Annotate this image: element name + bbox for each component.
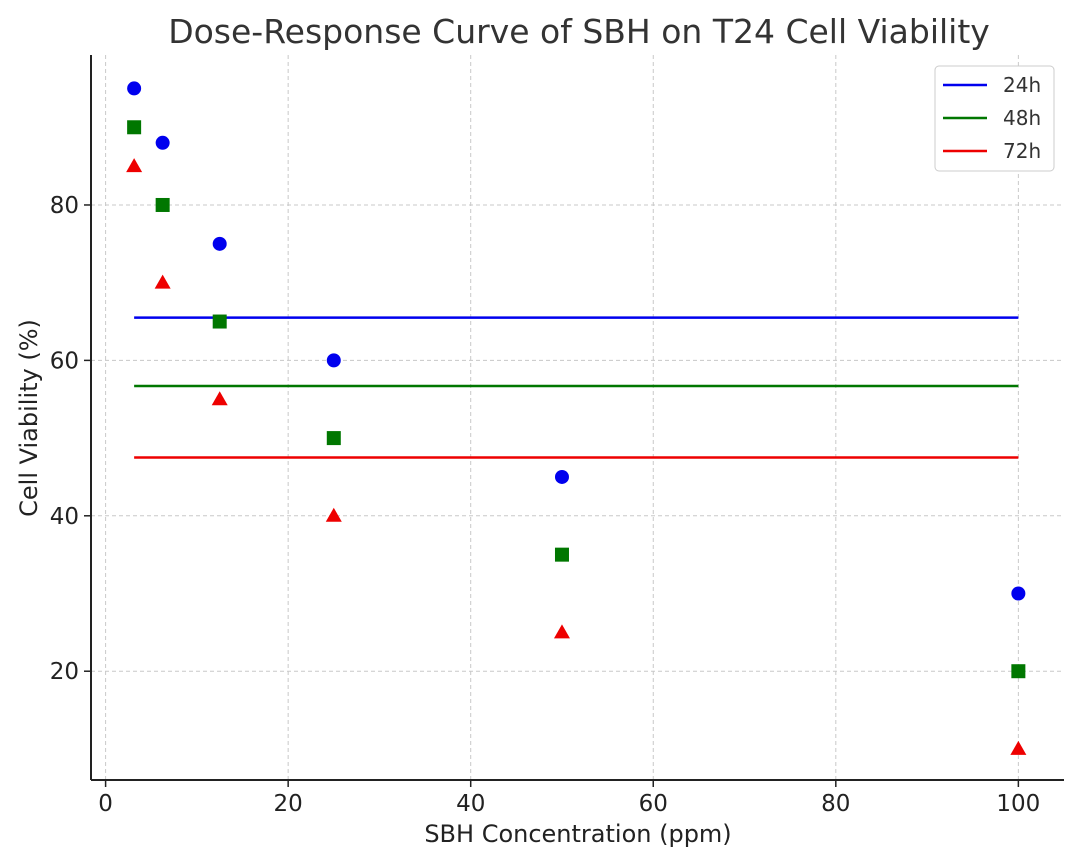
data-point-24h — [212, 236, 227, 251]
data-point-48h — [155, 197, 170, 212]
data-point-72h — [211, 391, 228, 406]
y-tick-label: 80 — [50, 193, 79, 219]
legend-label: 48h — [1003, 106, 1041, 130]
chart-title: Dose-Response Curve of SBH on T24 Cell V… — [168, 12, 990, 51]
x-tick-label: 40 — [456, 791, 485, 817]
data-point-72h — [553, 624, 570, 639]
x-tick-label: 100 — [996, 791, 1040, 817]
data-point-24h — [155, 135, 170, 150]
y-axis-label: Cell Viability (%) — [15, 319, 43, 517]
legend: 24h 48h 72h — [934, 65, 1055, 172]
data-point-48h — [212, 314, 227, 329]
data-point-24h — [326, 353, 341, 368]
x-axis-label: SBH Concentration (ppm) — [424, 820, 731, 848]
data-point-48h — [326, 431, 341, 446]
data-point-48h — [127, 120, 142, 135]
y-tick-label: 20 — [50, 659, 79, 685]
data-point-24h — [554, 469, 569, 484]
axes: 0 20 40 60 80 100 20 40 60 80 — [50, 55, 1064, 817]
x-tick-label: 60 — [639, 791, 668, 817]
series-lines — [134, 316, 1019, 459]
x-tick-label: 20 — [274, 791, 303, 817]
y-tick-label: 60 — [50, 348, 79, 374]
data-point-72h — [1010, 740, 1027, 755]
data-point-48h — [1011, 664, 1026, 679]
data-point-72h — [126, 158, 143, 173]
data-point-72h — [325, 507, 342, 522]
data-point-24h — [1011, 586, 1026, 601]
x-tick-label: 80 — [821, 791, 850, 817]
legend-box — [934, 65, 1055, 172]
legend-label: 24h — [1003, 73, 1041, 97]
data-point-48h — [554, 547, 569, 562]
legend-label: 72h — [1003, 139, 1041, 163]
data-point-24h — [127, 81, 142, 96]
y-tick-label: 40 — [50, 504, 79, 530]
x-tick-label: 0 — [98, 791, 113, 817]
data-point-72h — [154, 274, 171, 289]
grid — [91, 55, 1064, 780]
data-points — [126, 81, 1027, 755]
